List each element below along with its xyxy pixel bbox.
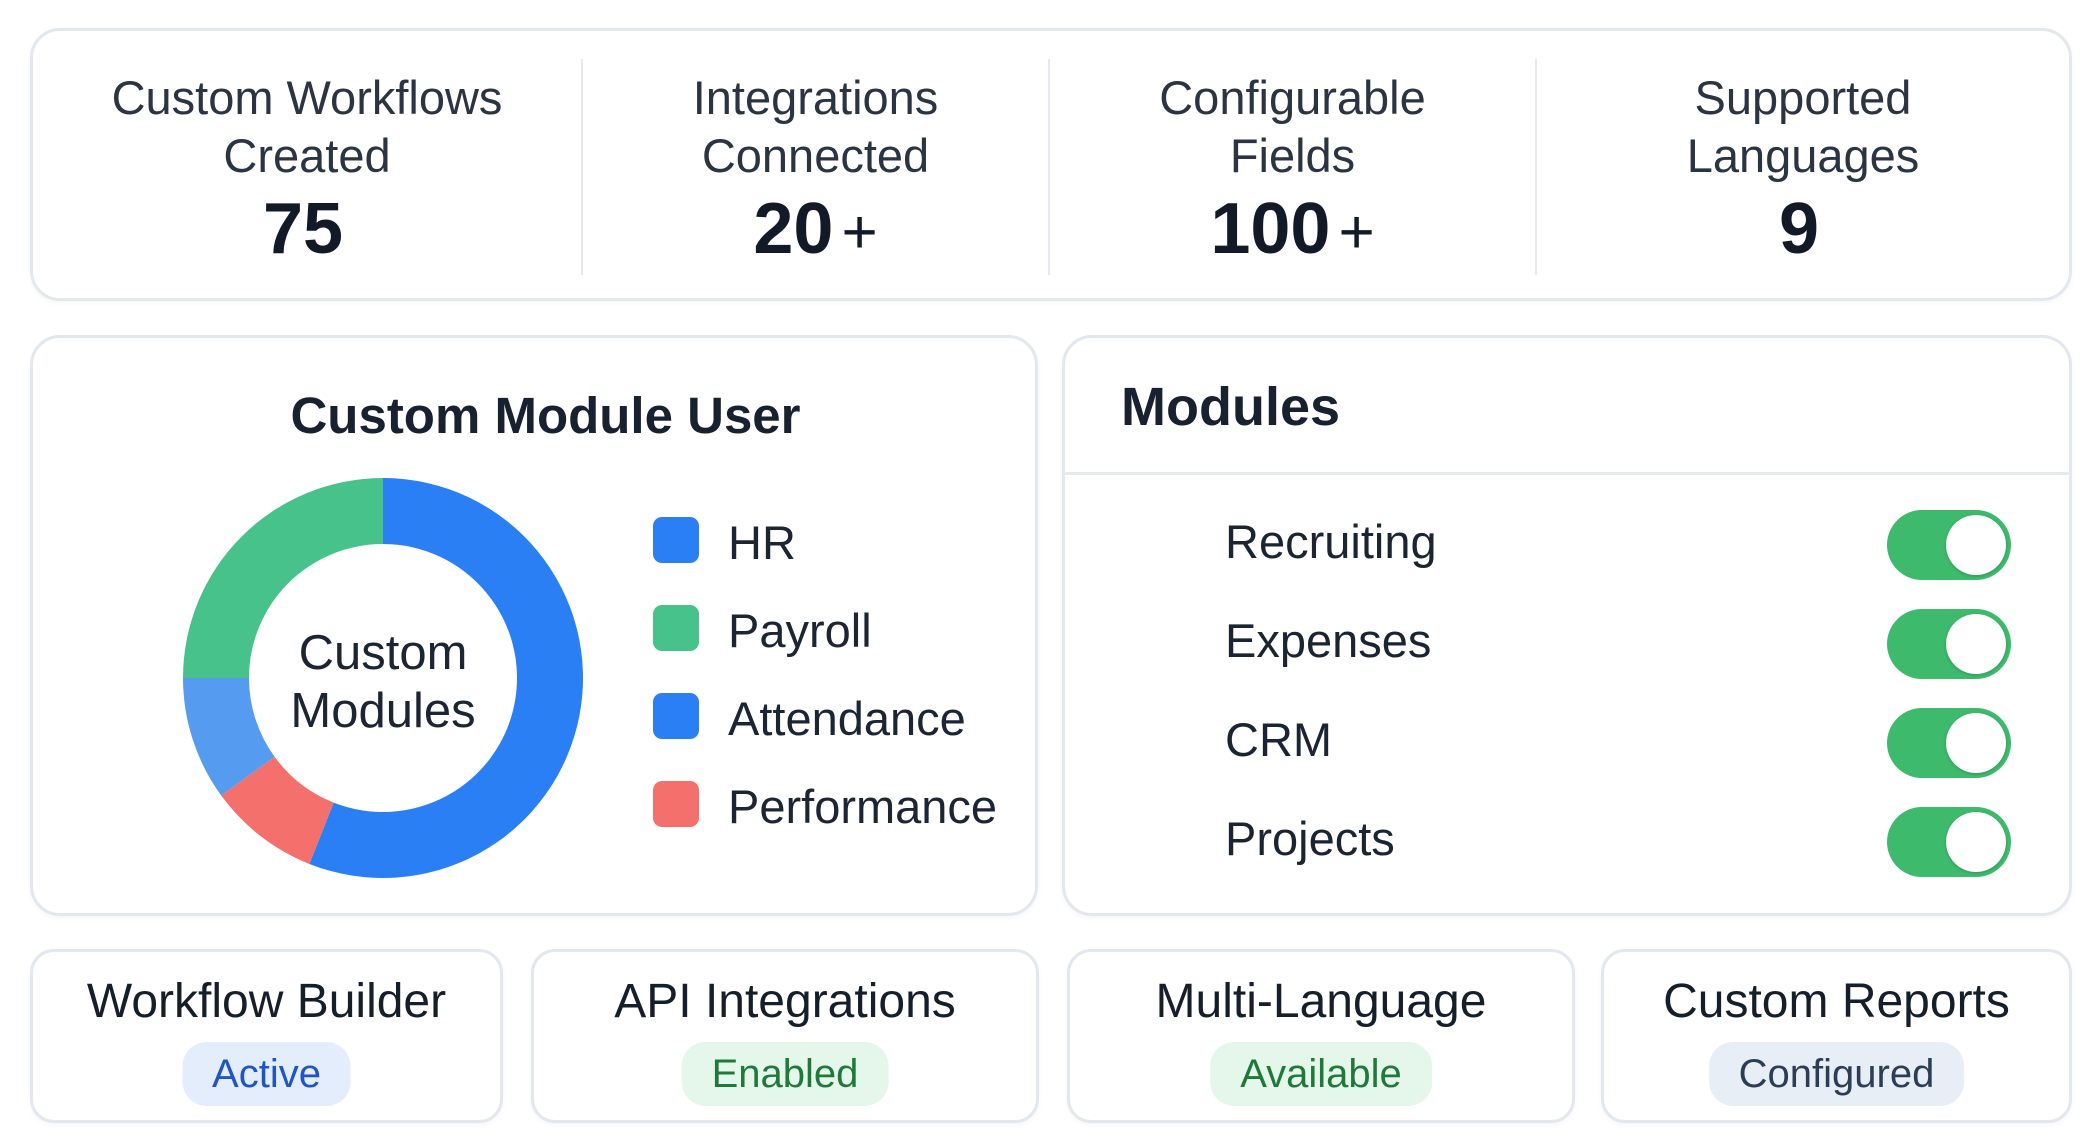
legend-swatch	[653, 693, 699, 739]
stat-label: Custom Workflows Created	[111, 71, 503, 182]
stat-languages: Supported Languages 9	[1537, 31, 2069, 298]
stat-value: 100 +	[1050, 189, 1535, 273]
stat-label: Supported Languages	[1686, 71, 1920, 182]
feature-title: Multi-Language	[1155, 975, 1487, 1028]
module-label: Projects	[1225, 812, 1395, 865]
toggle-knob	[1946, 614, 2006, 674]
modules-divider	[1065, 472, 2069, 475]
custom-module-user-card: Custom Module User Custom Modules HR Pay…	[30, 335, 1038, 916]
stat-label: Integrations Connected	[692, 71, 939, 182]
module-label: Recruiting	[1225, 515, 1437, 568]
feature-title: Custom Reports	[1663, 975, 2010, 1028]
stat-suffix: +	[841, 198, 878, 267]
stat-divider	[1535, 59, 1537, 275]
legend-label: Attendance	[728, 692, 966, 745]
stat-value: 75	[33, 189, 581, 273]
stat-divider	[581, 59, 583, 275]
stat-integrations: Integrations Connected 20 +	[583, 31, 1048, 298]
module-label: Expenses	[1225, 614, 1432, 667]
legend-label: Performance	[728, 780, 998, 833]
toggle-knob	[1946, 515, 2006, 575]
module-label: CRM	[1225, 713, 1333, 766]
stat-number: 100	[1210, 189, 1331, 269]
donut-chart	[183, 478, 583, 878]
stat-number: 75	[262, 189, 344, 269]
chart-title: Custom Module User	[290, 387, 801, 444]
legend-swatch	[653, 517, 699, 563]
stat-number: 20	[753, 189, 834, 269]
feature-title: API Integrations	[614, 975, 956, 1028]
stat-suffix: +	[1338, 198, 1375, 267]
legend-swatch	[653, 605, 699, 651]
stats-panel: Custom Workflows Created 75 Integrations…	[30, 28, 2072, 301]
stat-value: 9	[1537, 189, 2069, 273]
feature-card-custom-reports: Custom Reports Configured	[1601, 949, 2072, 1123]
legend-label: HR	[728, 516, 796, 569]
module-toggle-projects[interactable]	[1887, 807, 2011, 877]
donut-center-label: Custom Modules	[290, 626, 476, 738]
stat-number: 9	[1778, 189, 1820, 269]
module-row-expenses: Expenses	[1065, 609, 2069, 679]
feature-title: Workflow Builder	[86, 975, 447, 1028]
module-toggle-crm[interactable]	[1887, 708, 2011, 778]
module-toggle-recruiting[interactable]	[1887, 510, 2011, 580]
donut-slice-attendance	[183, 678, 275, 796]
modules-title: Modules	[1121, 377, 1341, 437]
legend-swatch	[653, 781, 699, 827]
toggle-knob	[1946, 713, 2006, 773]
status-badge: Configured	[1708, 1042, 1965, 1106]
donut-slice-payroll	[183, 478, 383, 678]
status-badge: Active	[182, 1042, 351, 1106]
feature-card-workflow-builder: Workflow Builder Active	[30, 949, 503, 1123]
module-row-recruiting: Recruiting	[1065, 510, 2069, 580]
legend-label: Payroll	[728, 604, 872, 657]
feature-card-api-integrations: API Integrations Enabled	[531, 949, 1039, 1123]
donut-slice-performance	[221, 756, 334, 864]
stat-divider	[1048, 59, 1050, 275]
modules-card: Modules Recruiting Expenses CRM Projects	[1062, 335, 2072, 916]
stat-value: 20 +	[583, 189, 1048, 273]
stat-workflows: Custom Workflows Created 75	[33, 31, 581, 298]
stat-fields: Configurable Fields 100 +	[1050, 31, 1535, 298]
donut-slice-hr	[309, 478, 583, 878]
status-badge: Available	[1210, 1042, 1432, 1106]
module-row-projects: Projects	[1065, 807, 2069, 877]
status-badge: Enabled	[681, 1042, 889, 1106]
feature-card-multi-language: Multi-Language Available	[1067, 949, 1575, 1123]
module-toggle-expenses[interactable]	[1887, 609, 2011, 679]
module-row-crm: CRM	[1065, 708, 2069, 778]
toggle-knob	[1946, 812, 2006, 872]
stat-label: Configurable Fields	[1159, 71, 1426, 182]
